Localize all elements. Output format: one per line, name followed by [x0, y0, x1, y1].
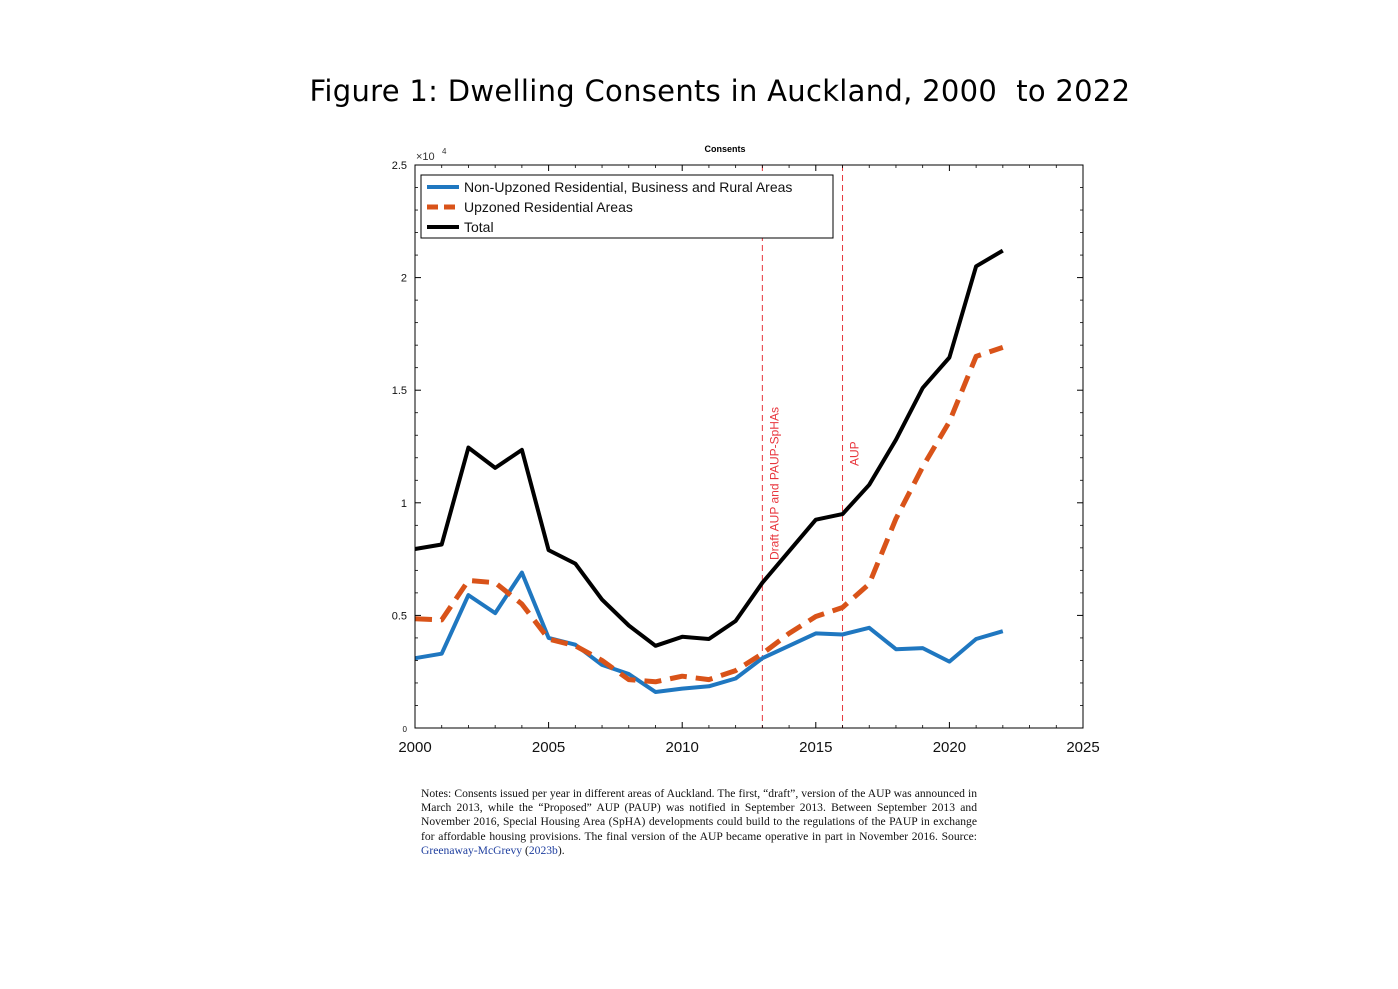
line-chart: Consents ×10 4 Draft AUP and PAUP-SpHAs AU… [392, 144, 1100, 756]
y-axis-multiplier: ×10 4 [416, 147, 447, 163]
notes-text: Notes: Consents issued per year in diffe… [421, 787, 977, 843]
y-multiplier-exponent: 4 [442, 147, 447, 156]
y-multiplier-label: ×10 [416, 151, 435, 163]
x-tick-label-2: 2010 [666, 739, 699, 756]
axis-ticks [414, 164, 1084, 729]
y-tick-label-2: 1 [401, 498, 407, 510]
source-open-paren: ( [522, 843, 529, 857]
x-tick-label-3: 2015 [799, 739, 832, 756]
y-tick-label-1: 0.5 [392, 610, 407, 622]
plot-frame [414, 164, 1084, 729]
legend-label-0: Non-Upzoned Residential, Business and Ru… [464, 179, 792, 195]
legend-label-2: Total [464, 219, 494, 235]
y-tick-label-5: 2.5 [392, 160, 407, 172]
annotations: Draft AUP and PAUP-SpHAs AUP [761, 165, 862, 728]
y-tick-label-0: 0 [403, 725, 408, 734]
series-line-1 [414, 345, 1004, 685]
figure-notes: Notes: Consents issued per year in diffe… [421, 787, 977, 858]
chart-title: Consents [704, 144, 745, 154]
x-tick-label-4: 2020 [933, 739, 966, 756]
x-tick-label-5: 2025 [1066, 739, 1099, 756]
x-tick-label-1: 2005 [532, 739, 565, 756]
annotation-label-0: Draft AUP and PAUP-SpHAs [767, 407, 781, 560]
y-tick-label-3: 1.5 [392, 385, 407, 397]
legend: Non-Upzoned Residential, Business and Ru… [420, 174, 834, 239]
series-line-2 [414, 248, 1004, 648]
x-axis-tick-labels: 2000 2005 2010 2015 2020 2025 [398, 739, 1099, 756]
figure-title: Figure 1: Dwelling Consents in Auckland,… [309, 74, 1131, 108]
legend-box [420, 174, 834, 239]
source-year-link[interactable]: 2023b [528, 843, 558, 857]
series-group [414, 248, 1004, 694]
series-line-0 [414, 570, 1004, 694]
source-close-paren: ). [557, 843, 565, 857]
annotation-label-1: AUP [848, 441, 862, 466]
x-tick-label-0: 2000 [398, 739, 431, 756]
legend-label-1: Upzoned Residential Areas [464, 199, 633, 215]
source-author-link[interactable]: Greenaway-McGrevy [421, 843, 523, 857]
y-tick-label-4: 2 [401, 273, 407, 285]
y-axis-tick-labels: 0 0.5 1 1.5 2 2.5 [392, 160, 408, 734]
